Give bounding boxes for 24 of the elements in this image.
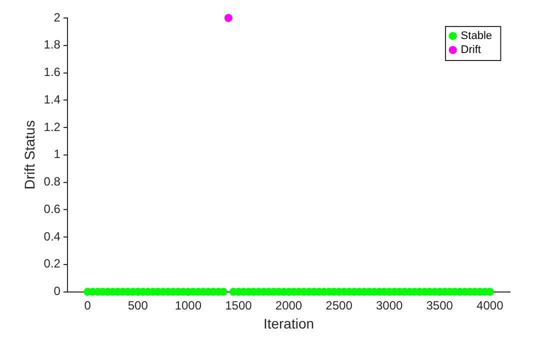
x-tick-label: 3500 bbox=[426, 298, 454, 312]
x-tick-label: 3000 bbox=[376, 298, 403, 312]
y-tick-label: 1.6 bbox=[44, 65, 61, 80]
y-tick-label: 2 bbox=[54, 10, 61, 24]
x-tick-label: 500 bbox=[128, 298, 148, 312]
legend-label: Drift bbox=[460, 44, 481, 56]
y-tick-label: 0 bbox=[54, 284, 61, 298]
y-tick-label: 0.4 bbox=[44, 229, 61, 244]
y-tick-label: 0.2 bbox=[44, 256, 61, 271]
x-tick-label: 2000 bbox=[275, 298, 302, 312]
x-axis-title: Iteration bbox=[263, 315, 314, 332]
y-tick-label: 1.8 bbox=[44, 38, 61, 52]
x-tick-label: 1500 bbox=[225, 298, 252, 312]
x-tick-label: 2500 bbox=[326, 298, 353, 312]
x-tick-label: 1000 bbox=[174, 298, 202, 312]
x-tick-label: 0 bbox=[84, 298, 92, 312]
y-tick-label: 0.8 bbox=[44, 174, 61, 189]
legend-label: Stable bbox=[460, 30, 492, 42]
x-tick-label: 4000 bbox=[476, 298, 504, 312]
y-axis-title: Drift Status bbox=[21, 120, 38, 190]
y-tick-label: 1 bbox=[54, 147, 61, 162]
y-tick-label: 1.4 bbox=[44, 92, 61, 106]
y-tick-label: 0.6 bbox=[44, 202, 61, 216]
y-tick-label: 1.2 bbox=[44, 120, 61, 134]
